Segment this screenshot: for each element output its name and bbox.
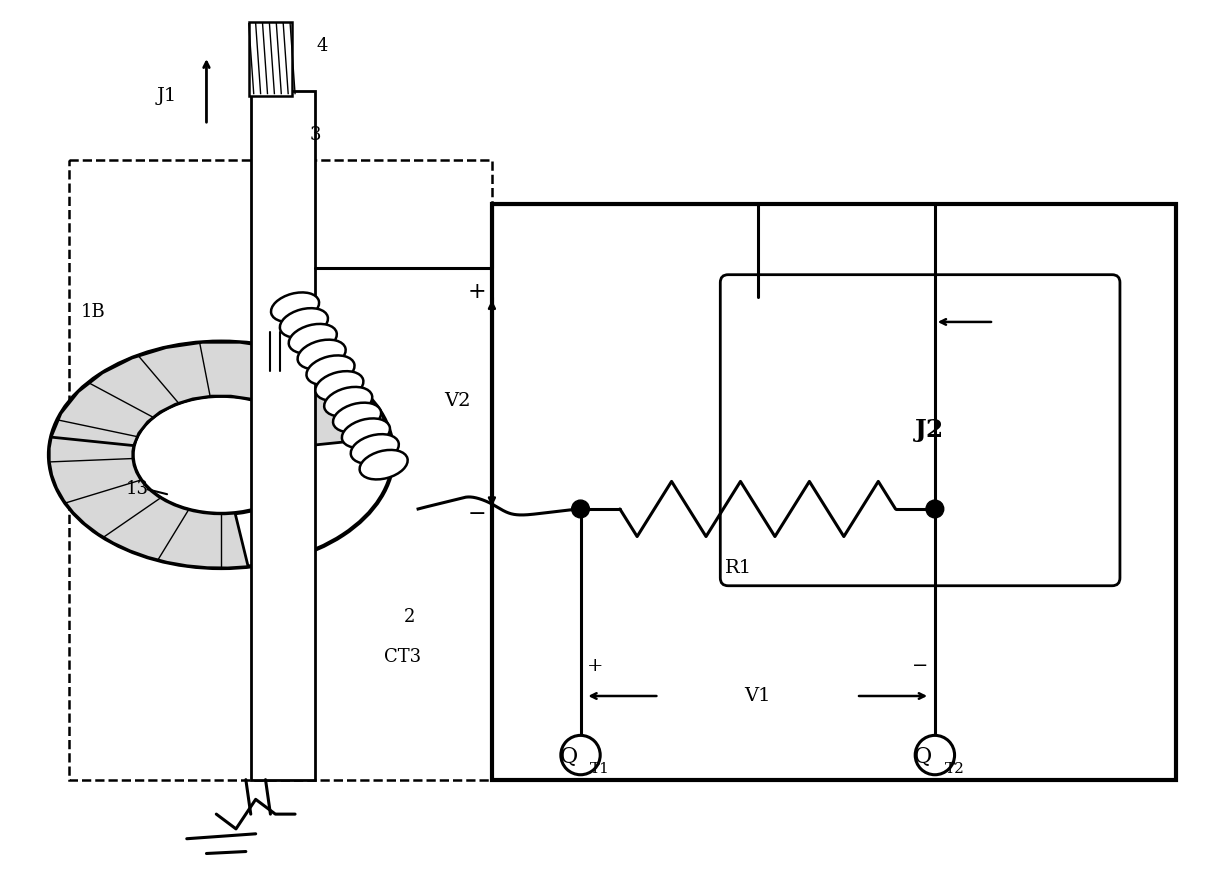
Circle shape: [915, 735, 955, 774]
Text: R1: R1: [725, 559, 752, 577]
Text: T2: T2: [945, 762, 965, 776]
Polygon shape: [49, 342, 248, 568]
Bar: [492, 204, 1176, 780]
Circle shape: [560, 735, 601, 774]
Text: J2: J2: [916, 418, 944, 442]
Bar: [69, 160, 492, 780]
Text: 13: 13: [126, 480, 148, 498]
Text: 1B: 1B: [81, 303, 105, 321]
Text: 4: 4: [316, 37, 329, 55]
Text: −: −: [912, 657, 928, 676]
Circle shape: [571, 500, 590, 518]
Ellipse shape: [324, 387, 373, 416]
Text: +: +: [587, 657, 603, 676]
Text: Q: Q: [913, 746, 932, 768]
Text: Q: Q: [559, 746, 577, 768]
Ellipse shape: [132, 396, 310, 514]
Ellipse shape: [280, 308, 327, 337]
Bar: [251, 91, 315, 780]
Text: +: +: [468, 281, 487, 304]
Text: −: −: [468, 503, 487, 525]
Ellipse shape: [306, 355, 354, 385]
Text: V2: V2: [444, 392, 471, 409]
Bar: [249, 21, 292, 96]
Ellipse shape: [333, 402, 381, 432]
Ellipse shape: [351, 434, 398, 464]
Circle shape: [926, 500, 944, 518]
Text: 3: 3: [310, 126, 321, 144]
Ellipse shape: [342, 418, 390, 448]
Text: CT3: CT3: [384, 647, 421, 666]
Text: J1: J1: [157, 86, 177, 105]
Ellipse shape: [49, 342, 394, 568]
Ellipse shape: [359, 450, 408, 480]
Polygon shape: [51, 342, 391, 446]
Text: V1: V1: [744, 687, 771, 705]
Ellipse shape: [298, 340, 346, 369]
Ellipse shape: [289, 324, 337, 353]
Ellipse shape: [315, 371, 363, 400]
Text: T1: T1: [591, 762, 611, 776]
Ellipse shape: [271, 292, 319, 322]
Text: 2: 2: [403, 608, 414, 626]
